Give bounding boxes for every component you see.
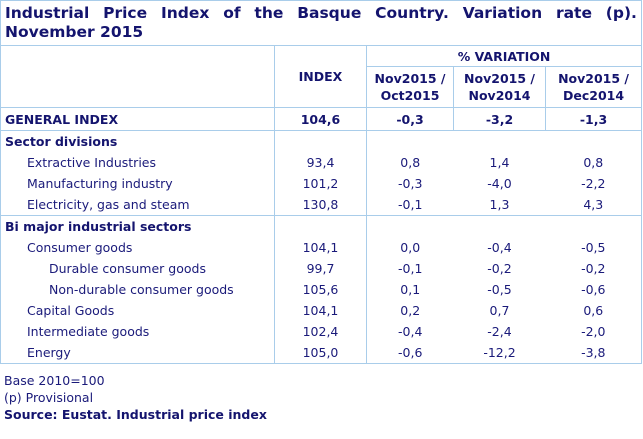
title-word: rate	[555, 4, 592, 22]
variation-value: -0,4	[487, 240, 512, 255]
index-value: 105,6	[274, 279, 367, 300]
title-word: (p).	[605, 4, 637, 22]
ipi-table-container: Industrial Price Index of the Basque Cou…	[0, 0, 643, 423]
header-variation: % VARIATION	[365, 45, 643, 67]
section-label: Sector divisions	[0, 130, 275, 152]
header-col-nov-oct: Nov2015 /Oct2015	[366, 66, 454, 108]
table-row: Intermediate goods 102,4 -0,4 -2,4 -2,0	[0, 321, 643, 342]
header-label-cell	[0, 45, 275, 108]
variation-value: -3,8	[545, 342, 643, 364]
row-label: Electricity, gas and steam	[0, 194, 275, 216]
variation-value: -0,4	[366, 321, 454, 342]
variation-value: 0,2	[366, 300, 454, 321]
variation-value: 0,0	[366, 237, 454, 258]
variation-value: -12,2	[453, 342, 546, 364]
variation-value: -0,1	[366, 258, 454, 279]
index-value: 104,1	[274, 237, 367, 258]
base-note: Base 2010=100	[4, 373, 105, 388]
index-value: 104,6	[274, 107, 367, 131]
index-value: 130,8	[274, 194, 367, 216]
title-line-1: Industrial Price Index of the Basque Cou…	[5, 4, 637, 23]
row-label: Durable consumer goods	[0, 258, 275, 279]
variation-value: -0,3	[366, 107, 454, 131]
title-word: Country.	[375, 4, 449, 22]
index-value: 105,0	[274, 342, 367, 364]
variation-value: 4,3	[545, 194, 643, 216]
variation-value: -4,0	[487, 176, 512, 191]
title-word: the	[254, 4, 284, 22]
variation-value: -0,1	[366, 194, 454, 216]
title-word: Variation	[462, 4, 543, 22]
header-col-nov-nov: Nov2015 /Nov2014	[453, 66, 546, 108]
variation-value: 0,7	[489, 303, 510, 318]
header-index: INDEX	[274, 45, 367, 108]
title-word: Price	[103, 4, 148, 22]
table-row: Durable consumer goods 99,7 -0,1 -0,2 -0…	[0, 258, 643, 279]
section-header-sector-divisions: Sector divisions	[0, 130, 643, 152]
table-row: Energy 105,0 -0,6 -12,2 -3,8	[0, 342, 643, 364]
variation-value: 0,8	[366, 152, 454, 173]
row-label: GENERAL INDEX	[0, 107, 275, 131]
source-note: Source: Eustat. Industrial price index	[4, 407, 267, 422]
variation-value: -0,3	[366, 173, 454, 194]
row-label: Non-durable consumer goods	[0, 279, 275, 300]
variation-value: -1,3	[544, 107, 643, 131]
title-word: Index	[160, 4, 210, 22]
table-row: Consumer goods 104,1 0,0 -0,4 -0,5	[0, 237, 643, 258]
index-value: 93,4	[274, 152, 367, 173]
variation-value: -0,2	[545, 258, 643, 279]
index-value: 104,1	[274, 300, 367, 321]
row-label: Intermediate goods	[0, 321, 275, 342]
section-header-major-sectors: Bi major industrial sectors	[0, 215, 643, 237]
header-col-nov-dec: Nov2015 /Dec2014	[544, 66, 643, 108]
variation-value: 0,1	[366, 279, 454, 300]
variation-value: -2,2	[545, 173, 643, 194]
variation-value: -0,5	[545, 237, 643, 258]
variation-value: -0,5	[487, 282, 512, 297]
variation-value: 1,4	[489, 155, 510, 170]
title-word: of	[223, 4, 241, 22]
row-label: Consumer goods	[0, 237, 275, 258]
table-footnotes: Base 2010=100 (p) Provisional Source: Eu…	[0, 372, 641, 423]
table-row: Non-durable consumer goods 105,6 0,1 -0,…	[0, 279, 643, 300]
row-label: Capital Goods	[0, 300, 275, 321]
row-label: Extractive Industries	[0, 152, 275, 173]
variation-value: -0,6	[366, 342, 454, 364]
variation-value: -2,4	[487, 324, 512, 339]
variation-value: -3,2	[453, 107, 546, 131]
variation-value: 1,3	[453, 194, 546, 216]
variation-value: 0,8	[545, 152, 643, 173]
provisional-note: (p) Provisional	[4, 390, 94, 405]
table-title: Industrial Price Index of the Basque Cou…	[0, 0, 643, 46]
table-row: Electricity, gas and steam 130,8 -0,1 1,…	[0, 194, 643, 216]
table-row: Capital Goods 104,1 0,2 0,7 0,6	[0, 300, 643, 321]
ipi-table: Industrial Price Index of the Basque Cou…	[0, 0, 643, 364]
variation-value: -0,2	[487, 261, 512, 276]
table-row: Extractive Industries 93,4 0,8 1,4 0,8	[0, 152, 643, 173]
title-line-2: November 2015	[5, 23, 144, 41]
title-word: Industrial	[5, 4, 90, 22]
index-value: 102,4	[274, 321, 367, 342]
table-row: Manufacturing industry 101,2 -0,3 -4,0 -…	[0, 173, 643, 194]
row-label: Manufacturing industry	[0, 173, 275, 194]
index-value: 99,7	[274, 258, 367, 279]
general-index-row: GENERAL INDEX 104,6 -0,3 -3,2 -1,3	[0, 107, 643, 131]
variation-value: -2,0	[545, 321, 643, 342]
variation-value: 0,6	[545, 300, 643, 321]
variation-value: -0,6	[545, 279, 643, 300]
index-value: 101,2	[274, 173, 367, 194]
row-label: Energy	[0, 342, 275, 364]
section-label: Bi major industrial sectors	[0, 215, 275, 237]
title-word: Basque	[297, 4, 362, 22]
